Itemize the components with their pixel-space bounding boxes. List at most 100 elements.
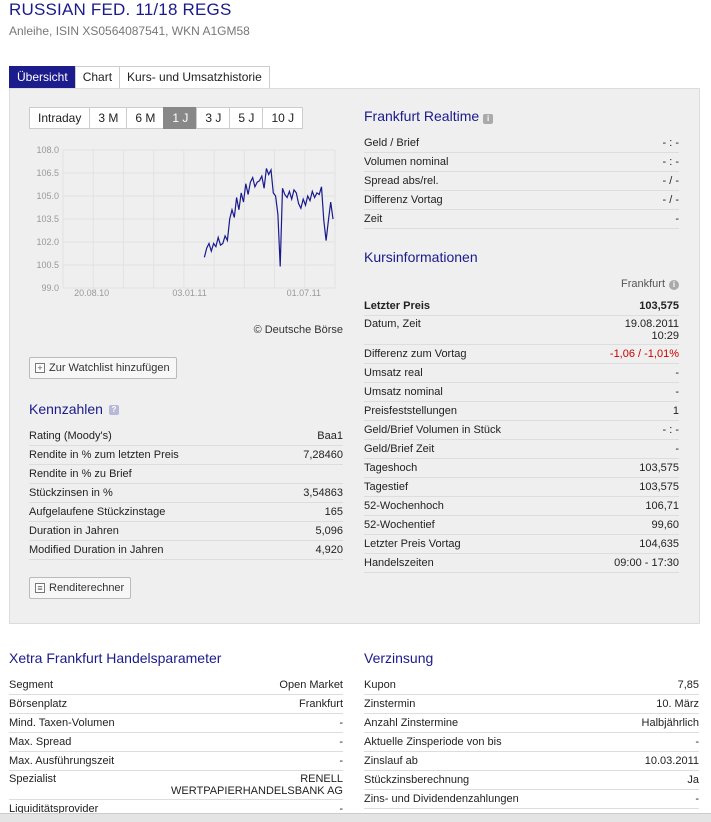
row-value: Ja — [687, 774, 699, 786]
table-row: Kupon 7,85 — [364, 676, 699, 695]
plus-icon: + — [35, 363, 45, 373]
y-tick-label: 103.5 — [36, 214, 59, 224]
row-value: 165 — [324, 506, 343, 518]
table-row: Max. Ausführungszeit - — [9, 752, 343, 771]
row-value: - — [339, 717, 343, 729]
realtime-table: Geld / Brief - : - Volumen nominal - : - Spr… — [364, 134, 679, 229]
row-value: 5,096 — [315, 525, 343, 537]
table-row: Aufgelaufene Stückzinstage 165 — [29, 503, 343, 522]
table-row: Aktuelle Zinsperiode von bis - — [364, 733, 699, 752]
kursinfo-heading: Kursinformationen — [364, 249, 478, 265]
row-label: Umsatz nominal — [364, 386, 443, 398]
renditerechner-button[interactable]: ≡ Renditerechner — [29, 577, 132, 599]
row-label: Spezialist — [9, 773, 57, 785]
range-tab-1j[interactable]: 1 J — [163, 107, 198, 129]
exchange-name: Frankfurt — [620, 278, 665, 290]
row-label: Rendite in % zum letzten Preis — [29, 449, 179, 461]
renditerechner-label: Renditerechner — [49, 582, 125, 594]
row-label: Tageshoch — [364, 462, 418, 474]
y-tick-label: 102.0 — [36, 237, 59, 247]
table-row: Anzahl Zinstermine Halbjährlich — [364, 714, 699, 733]
table-row: Umsatz real - — [364, 364, 679, 383]
kursinfo-table: Letzter Preis 103,575 Datum, Zeit 19.08.201… — [364, 297, 679, 573]
row-label: Aktuelle Zinsperiode von bis — [364, 736, 502, 748]
table-row: Stückzinsen in % 3,54863 — [29, 484, 343, 503]
table-row: Letzter Preis Vortag 104,635 — [364, 535, 679, 554]
table-row: Umsatz nominal - — [364, 383, 679, 402]
price-series-line — [203, 167, 334, 267]
table-row: Tagestief 103,575 — [364, 478, 679, 497]
row-value: 103,575 — [639, 300, 679, 312]
table-row: Geld / Brief - : - — [364, 134, 679, 153]
row-value-line: WERTPAPIERHANDELSBANK AG — [171, 785, 343, 797]
range-tab-3j[interactable]: 3 J — [196, 107, 231, 129]
y-tick-label: 108.0 — [36, 145, 59, 155]
add-to-watchlist-label: Zur Watchlist hinzufügen — [49, 362, 170, 374]
row-value: Baa1 — [317, 430, 343, 442]
table-row: Börsenplatz Frankfurt — [9, 695, 343, 714]
y-tick-label: 106.5 — [36, 168, 59, 178]
row-label: Preisfeststellungen — [364, 405, 457, 417]
row-label: Geld/Brief Volumen in Stück — [364, 424, 501, 436]
row-value: - : - — [662, 156, 680, 168]
window-bottom-bar — [0, 813, 711, 822]
table-row: Handelszeiten 09:00 - 17:30 — [364, 554, 679, 573]
table-row: Zinstermin 10. März — [364, 695, 699, 714]
row-value: 4,920 — [315, 544, 343, 556]
row-value: 1 — [672, 405, 679, 417]
chart-range-tabs: Intraday 3 M 6 M 1 J 3 J 5 J 10 J — [29, 107, 304, 129]
info-icon[interactable]: i — [483, 114, 494, 124]
row-value: - — [695, 736, 699, 748]
add-to-watchlist-button[interactable]: + Zur Watchlist hinzufügen — [29, 357, 177, 379]
row-value: 19.08.2011 10:29 — [625, 318, 679, 342]
row-value: 10.03.2011 — [644, 755, 699, 767]
x-tick-label: 03.01.11 — [172, 288, 206, 298]
row-label: Stückzinsberechnung — [364, 774, 470, 786]
row-label: Anzahl Zinstermine — [364, 717, 459, 729]
row-label: Volumen nominal — [364, 156, 449, 168]
table-row: Differenz Vortag - / - — [364, 191, 679, 210]
row-label: Mind. Taxen-Volumen — [9, 717, 115, 729]
row-label: Börsenplatz — [9, 698, 68, 710]
tab-uebersicht[interactable]: Übersicht — [9, 66, 76, 89]
table-row: Rendite in % zum letzten Preis 7,28460 — [29, 446, 343, 465]
row-value: 10. März — [656, 698, 699, 710]
row-label: Zinstermin — [364, 698, 416, 710]
range-tab-5j[interactable]: 5 J — [229, 107, 264, 129]
row-value: 99,60 — [651, 519, 679, 531]
page-title: RUSSIAN FED. 11/18 REGS — [9, 0, 232, 19]
row-label: Differenz zum Vortag — [364, 348, 467, 360]
row-label: Geld/Brief Zeit — [364, 443, 435, 455]
table-row: Rating (Moody's) Baa1 — [29, 427, 343, 446]
row-value: 106,71 — [645, 500, 679, 512]
info-icon[interactable]: i — [669, 280, 679, 290]
row-label: Max. Ausführungszeit — [9, 755, 115, 767]
x-tick-label: 01.07.11 — [287, 288, 321, 298]
verzinsung-table: Kupon 7,85 Zinstermin 10. März Anzahl Zinste… — [364, 676, 699, 809]
row-value: - — [675, 213, 679, 225]
help-icon[interactable]: ? — [108, 405, 119, 415]
row-value: 3,54863 — [303, 487, 343, 499]
row-label: Zinslauf ab — [364, 755, 418, 767]
tab-kurshistorie[interactable]: Kurs- und Umsatzhistorie — [119, 66, 270, 89]
range-tab-intraday[interactable]: Intraday — [29, 107, 91, 129]
realtime-heading: Frankfurt Realtime i — [364, 108, 494, 124]
table-row: Datum, Zeit 19.08.2011 10:29 — [364, 316, 679, 345]
row-label: Segment — [9, 679, 54, 691]
chart-credit: © Deutsche Börse — [253, 324, 343, 336]
row-value: 7,28460 — [303, 449, 343, 461]
y-tick-label: 105.0 — [36, 191, 59, 201]
tab-chart[interactable]: Chart — [74, 66, 121, 89]
y-tick-label: 100.5 — [36, 260, 59, 270]
table-row: Tageshoch 103,575 — [364, 459, 679, 478]
main-tabs: Übersicht Chart Kurs- und Umsatzhistorie — [9, 66, 270, 89]
calculator-icon: ≡ — [35, 583, 45, 593]
range-tab-6m[interactable]: 6 M — [126, 107, 165, 129]
row-value: - — [339, 755, 343, 767]
table-row: Modified Duration in Jahren 4,920 — [29, 541, 343, 560]
table-row: Rendite in % zu Brief — [29, 465, 343, 484]
range-tab-3m[interactable]: 3 M — [89, 107, 128, 129]
table-row: Letzter Preis 103,575 — [364, 297, 679, 316]
row-label: Zeit — [364, 213, 383, 225]
range-tab-10j[interactable]: 10 J — [262, 107, 304, 129]
